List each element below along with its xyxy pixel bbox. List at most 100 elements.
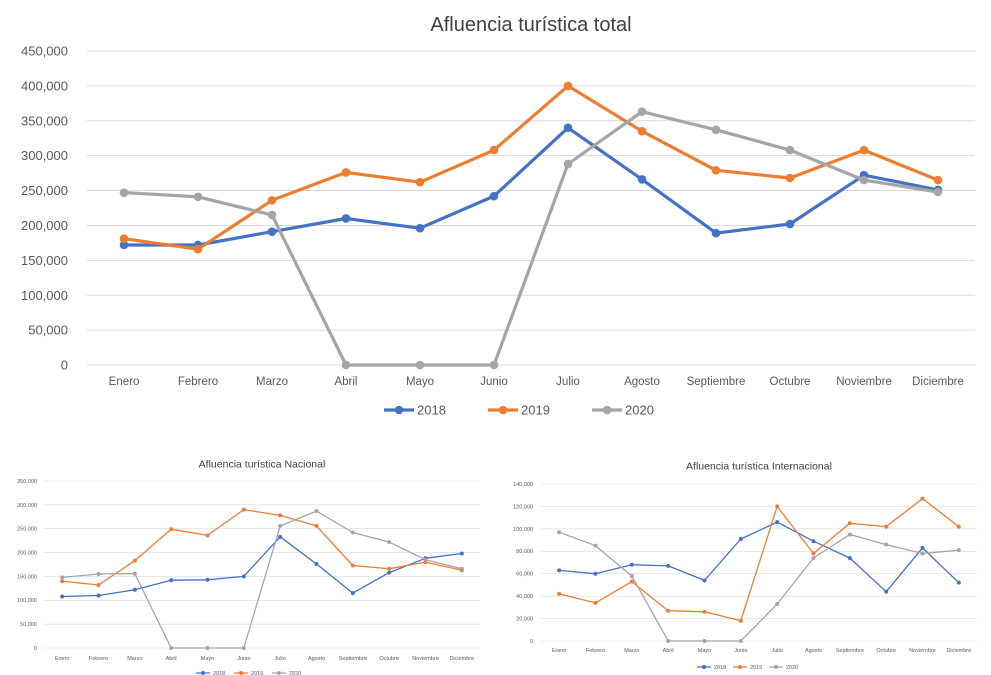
data-point-2019 <box>267 196 277 205</box>
legend-label-2018: 2018 <box>417 403 446 418</box>
y-tick-label: 0 <box>34 646 37 652</box>
data-point-2020 <box>341 360 351 370</box>
y-tick-label: 100,000 <box>21 288 68 303</box>
data-point-2018 <box>702 578 707 583</box>
data-point-2018 <box>811 539 816 544</box>
x-tick-label: Julio <box>275 656 286 662</box>
data-point-2019 <box>920 496 925 501</box>
data-point-2019 <box>637 126 647 136</box>
data-point-2019 <box>785 173 795 183</box>
series-line-2018 <box>558 521 960 593</box>
legend-marker-2020 <box>277 671 281 675</box>
y-tick-label: 100,000 <box>513 527 533 533</box>
data-point-2018 <box>593 571 598 576</box>
data-point-2018 <box>119 240 129 250</box>
data-point-2019 <box>738 618 743 623</box>
data-point-2019 <box>193 244 203 254</box>
data-point-2019 <box>387 566 392 571</box>
legend: 2018 2019 2020 <box>697 665 798 671</box>
data-point-2019 <box>241 507 246 512</box>
series-2018 <box>60 534 464 599</box>
data-point-2019 <box>60 579 65 584</box>
chart-title: Afluencia turística Internacional <box>686 461 832 473</box>
data-point-2018 <box>557 568 562 573</box>
legend-label-2018: 2018 <box>213 671 225 675</box>
data-point-2019 <box>278 513 283 518</box>
legend-label-2019: 2019 <box>750 665 762 671</box>
chart-title: Afluencia turística total <box>430 14 631 36</box>
data-point-2019 <box>666 608 671 613</box>
data-point-2019 <box>132 558 137 563</box>
series-line-2020 <box>61 510 463 649</box>
data-point-2020 <box>785 145 795 155</box>
x-tick-label: Octubre <box>770 376 811 388</box>
data-point-2020 <box>132 571 137 576</box>
series-line-2018 <box>61 536 463 598</box>
legend: 2018 2019 2020 <box>384 403 654 418</box>
data-point-2018 <box>415 223 425 233</box>
data-point-2019 <box>169 527 174 532</box>
x-tick-label: Enero <box>55 656 70 662</box>
x-tick-label: Marzo <box>624 648 639 654</box>
data-point-2018 <box>350 591 355 596</box>
x-tick-label: Agosto <box>624 376 660 388</box>
x-tick-label: Junio <box>480 376 508 388</box>
y-tick-label: 140,000 <box>513 482 533 488</box>
y-tick-label: 150,000 <box>21 253 68 268</box>
x-tick-label: Noviembre <box>909 648 936 654</box>
data-point-2019 <box>563 81 573 91</box>
x-tick-label: Marzo <box>127 656 142 662</box>
data-point-2018 <box>341 214 351 223</box>
data-point-2019 <box>775 504 780 509</box>
series-2019 <box>557 496 961 623</box>
data-point-2018 <box>956 580 961 585</box>
data-point-2020 <box>775 601 780 606</box>
x-tick-label: Mayo <box>698 648 711 654</box>
data-point-2019 <box>557 591 562 596</box>
series-2020 <box>557 530 961 643</box>
x-tick-label: Marzo <box>256 376 288 388</box>
data-point-2020 <box>314 509 319 514</box>
data-point-2018 <box>278 534 283 539</box>
data-point-2018 <box>637 175 647 184</box>
x-tick-label: Diciembre <box>912 376 964 388</box>
y-tick-label: 20,000 <box>516 616 533 622</box>
data-point-2019 <box>314 523 319 528</box>
data-point-2020 <box>267 210 277 220</box>
data-point-2020 <box>811 556 816 561</box>
y-tick-label: 350,000 <box>17 479 37 485</box>
data-point-2020 <box>489 360 499 370</box>
data-point-2020 <box>96 572 101 577</box>
y-tick-label: 150,000 <box>17 574 37 580</box>
x-tick-label: Noviembre <box>412 656 439 662</box>
chart-title: Afluencia turística Nacional <box>199 459 326 471</box>
x-tick-label: Julio <box>772 648 783 654</box>
x-tick-label: Junio <box>734 648 747 654</box>
data-point-2020 <box>702 639 707 643</box>
x-tick-label: Enero <box>552 648 567 654</box>
legend-marker-2019 <box>239 671 243 675</box>
x-tick-label: Agosto <box>308 656 325 662</box>
y-tick-label: 300,000 <box>21 148 68 163</box>
y-tick-label: 50,000 <box>28 323 68 338</box>
data-point-2020 <box>629 573 634 578</box>
y-tick-label: 0 <box>61 358 68 373</box>
data-point-2020 <box>884 542 889 547</box>
data-point-2020 <box>415 360 425 370</box>
data-point-2020 <box>241 646 246 650</box>
data-point-2019 <box>415 177 425 187</box>
data-point-2020 <box>459 566 464 571</box>
data-point-2020 <box>557 530 562 535</box>
data-point-2020 <box>711 125 721 135</box>
data-point-2018 <box>387 570 392 575</box>
x-tick-label: Diciembre <box>946 648 971 654</box>
data-point-2020 <box>119 188 129 197</box>
legend-label-2020: 2020 <box>786 665 798 671</box>
y-tick-label: 200,000 <box>21 218 68 233</box>
series-2019 <box>119 81 943 254</box>
data-point-2020 <box>205 646 210 650</box>
legend-marker-2020 <box>774 665 778 669</box>
legend-marker-2020 <box>602 405 612 415</box>
data-point-2018 <box>711 228 721 238</box>
